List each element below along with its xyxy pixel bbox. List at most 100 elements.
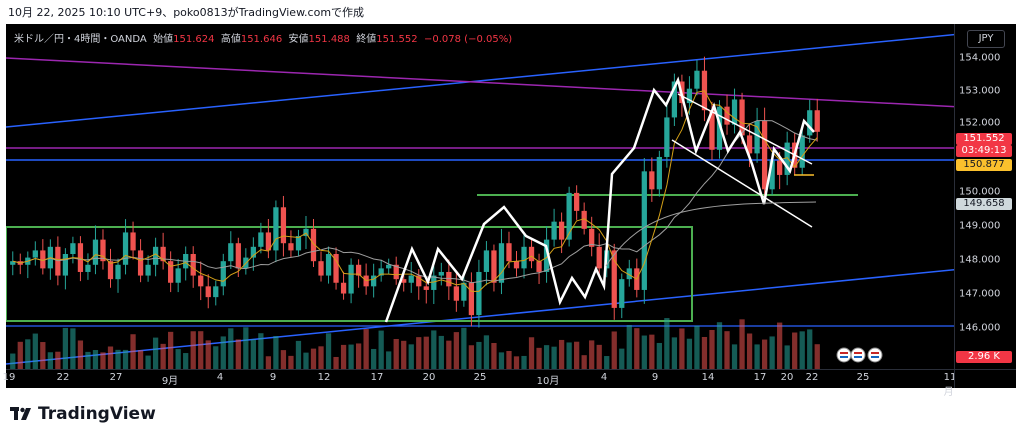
tradingview-brand: TradingView <box>10 404 156 424</box>
candle-body <box>581 210 587 229</box>
volume-bar <box>371 348 377 369</box>
price-axis[interactable]: JPY 154.000 153.000 152.000 150.000 149.… <box>954 24 1016 369</box>
high-value: 151.646 <box>240 34 283 45</box>
volume-bar <box>739 319 745 369</box>
candle-body <box>235 243 241 269</box>
candle-body <box>438 271 444 276</box>
volume-bar <box>431 330 437 369</box>
candle-body <box>85 264 91 272</box>
price-tick: 148.000 <box>959 254 1001 266</box>
candle-body <box>145 264 151 276</box>
volume-bar <box>258 333 264 369</box>
volume-bar <box>77 340 84 369</box>
volume-bar <box>491 342 497 369</box>
volume-bar <box>408 344 414 369</box>
candle-body <box>295 236 302 251</box>
time-axis[interactable]: 19 22 27 9月 4 9 12 17 20 25 10月 4 9 14 1… <box>2 369 956 398</box>
time-tick: 4 <box>600 372 608 383</box>
close-label: 終値 <box>356 34 377 45</box>
currency-button[interactable]: JPY <box>967 30 1005 48</box>
candle-body <box>228 243 234 262</box>
candle-body <box>761 121 768 190</box>
volume-bar <box>468 345 475 369</box>
symbol-legend[interactable]: 米ドル／円・4時間・OANDA 始値151.624 高値151.646 安値15… <box>14 30 512 45</box>
candle-body <box>483 250 490 272</box>
volume-bar <box>228 328 234 369</box>
volume-bar <box>175 349 181 369</box>
candle-body <box>686 88 693 104</box>
candle-body <box>574 192 580 211</box>
volume-bar <box>393 338 399 369</box>
high-label: 高値 <box>220 34 241 45</box>
candle-body <box>416 275 422 287</box>
volume-bar <box>198 331 204 369</box>
candle-body <box>671 81 678 118</box>
volume-bar <box>325 333 332 369</box>
volume-bar <box>303 352 309 369</box>
candle-body <box>250 246 256 258</box>
volume-bar <box>416 337 422 369</box>
green-range-box <box>5 226 693 322</box>
volume-bar <box>438 335 444 369</box>
volume-bar <box>62 327 69 369</box>
volume-bar <box>386 351 392 369</box>
candle-body <box>258 232 264 247</box>
volume-bar <box>513 356 520 369</box>
volume-bar <box>476 341 482 369</box>
volume-bar <box>664 318 670 369</box>
volume-bar <box>205 340 211 369</box>
volume-bar <box>243 327 249 369</box>
time-tick: 25 <box>473 372 487 383</box>
price-tick: 146.000 <box>959 322 1001 334</box>
price-tick: 153.000 <box>959 85 1001 97</box>
candle-body <box>40 250 46 269</box>
candle-body <box>280 207 287 244</box>
candle-body <box>130 232 136 251</box>
candle-body <box>318 261 324 276</box>
volume-bar <box>769 336 775 369</box>
volume-bar <box>686 338 693 369</box>
candle-body <box>784 142 790 175</box>
volume-bar <box>235 339 241 369</box>
volume-bar <box>461 327 467 369</box>
time-tick: 11月 <box>943 372 957 398</box>
price-plot[interactable]: 米ドル／円・4時間・OANDA 始値151.624 高値151.646 安値15… <box>5 24 962 369</box>
price-tick: 154.000 <box>959 52 1001 64</box>
candle-body <box>506 243 512 262</box>
time-tick: 27 <box>109 372 123 383</box>
candle-body <box>333 254 339 283</box>
volume-bar <box>453 332 459 369</box>
candle-body <box>190 254 196 276</box>
last-price-tag: 151.552 <box>956 133 1012 145</box>
time-tick: 19 <box>2 372 16 383</box>
candle-body <box>528 246 535 262</box>
candle-body <box>62 254 69 276</box>
volume-bar <box>506 350 512 369</box>
candle-body <box>799 135 805 168</box>
ma-price-tag: 149.658 <box>956 198 1012 210</box>
countdown-tag: 03:49:13 <box>956 145 1012 157</box>
candle-body <box>137 250 144 276</box>
volume-bar <box>724 331 730 369</box>
candle-body <box>491 250 497 283</box>
price-tick: 152.000 <box>959 117 1001 129</box>
volume-bar <box>589 340 595 369</box>
volume-bar <box>754 344 760 369</box>
candle-body <box>461 282 467 301</box>
volume-bar <box>634 328 640 369</box>
candle-body <box>566 192 572 240</box>
time-tick: 22 <box>805 372 819 383</box>
volume-bar <box>145 355 151 369</box>
candle-body <box>160 246 166 262</box>
candle-body <box>468 282 475 316</box>
volume-bar <box>190 331 196 369</box>
price-chart-canvas <box>5 33 962 369</box>
low-label: 安値 <box>288 34 309 45</box>
volume-bar <box>152 337 159 369</box>
volume-bar <box>521 355 527 369</box>
event-icon <box>850 347 866 363</box>
chart-caption: 10月 22, 2025 10:10 UTC+9、poko0813がTradin… <box>8 6 365 19</box>
time-tick: 9月 <box>161 376 179 387</box>
volume-bar <box>310 348 317 369</box>
candle-body <box>641 171 647 290</box>
